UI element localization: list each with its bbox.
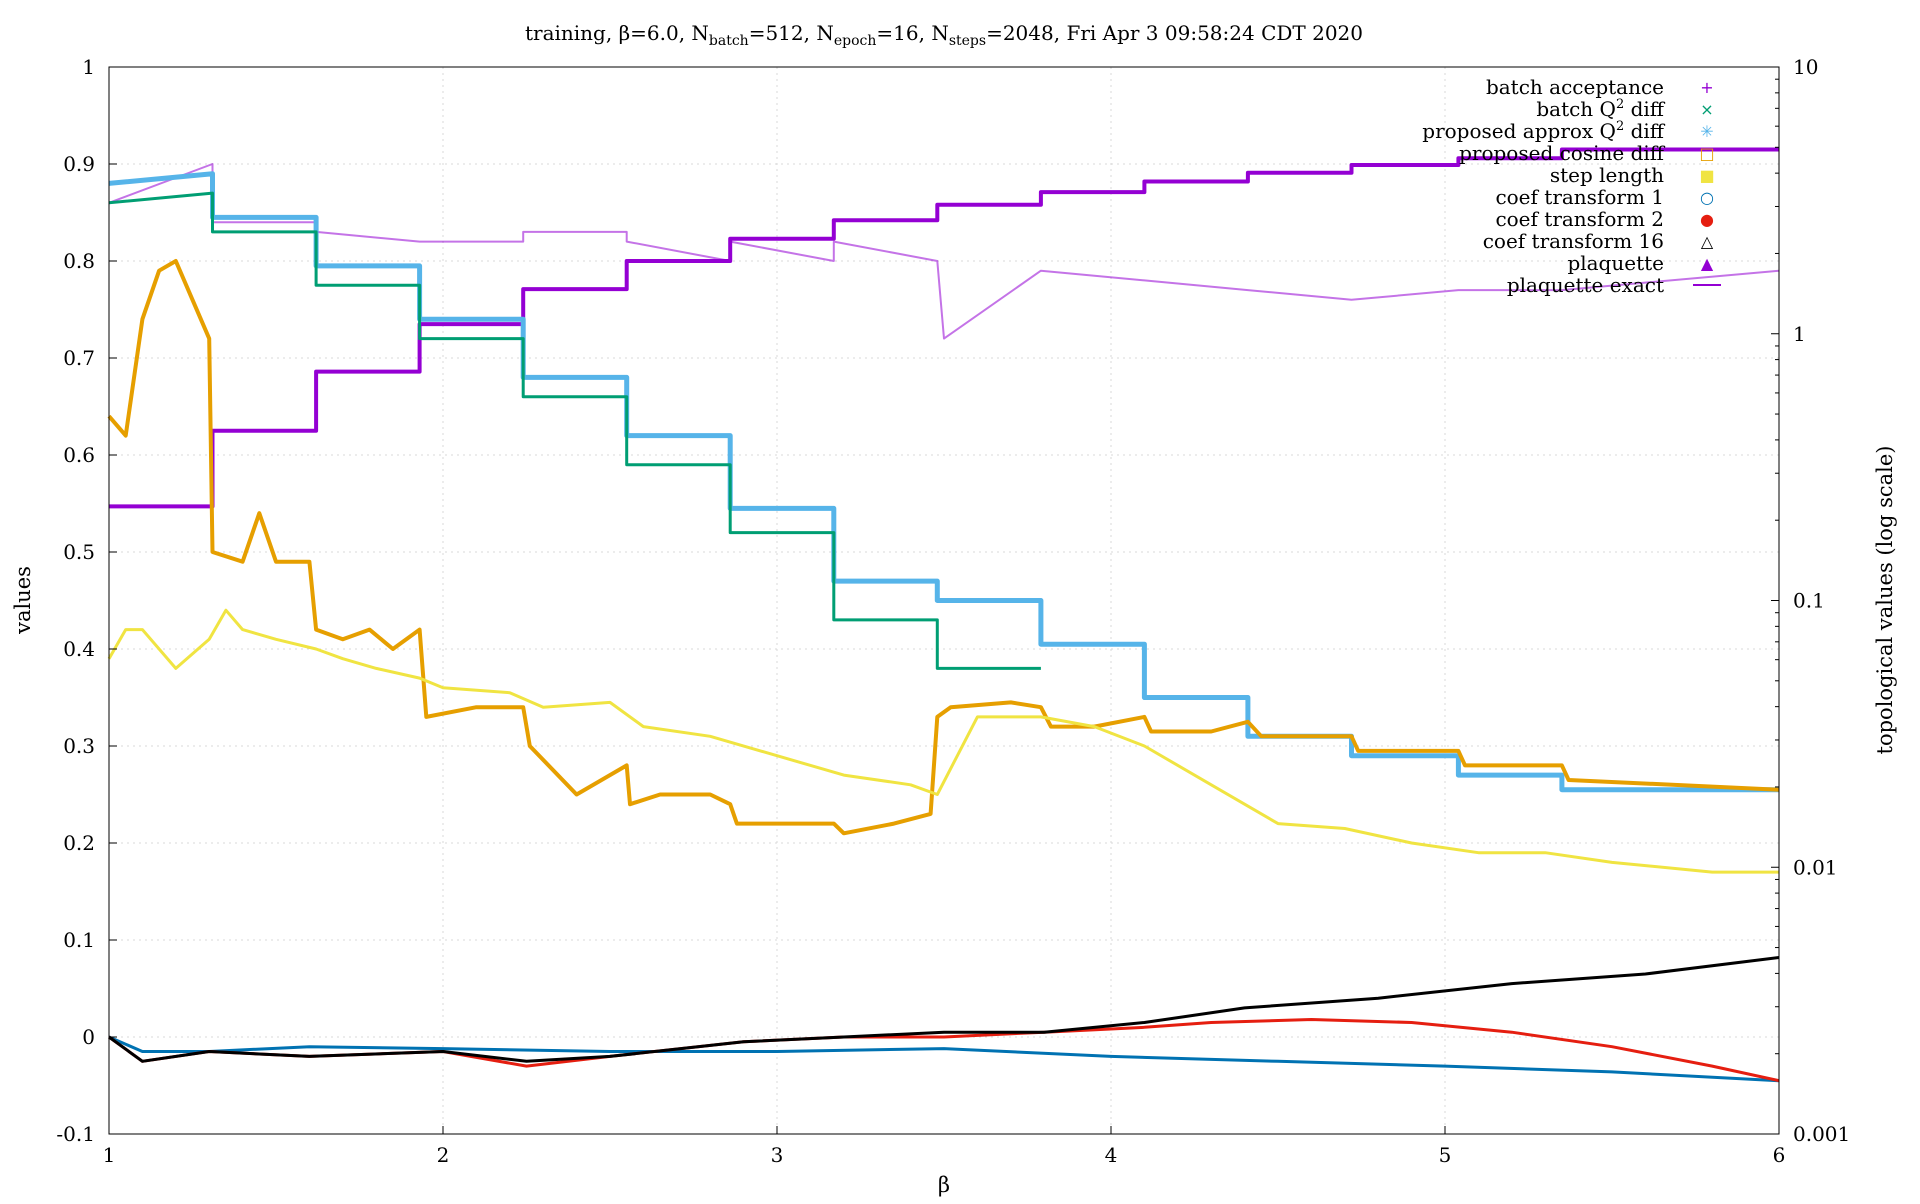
legend-label-batch-q2-diff: batch Q2 diff bbox=[1536, 97, 1665, 121]
x-tick-label: 6 bbox=[1773, 1143, 1786, 1167]
title-steps-val: =2048, Fri Apr 3 09:58:24 CDT 2020 bbox=[986, 21, 1363, 45]
y-tick-label: 0 bbox=[82, 1025, 95, 1049]
legend: batch acceptance + batch Q2 diff × proposed … bbox=[1422, 75, 1721, 297]
legend-marker-batch-q2-diff: × bbox=[1700, 100, 1713, 119]
legend-marker-batch-acceptance: + bbox=[1700, 78, 1713, 97]
legend-label-end: diff bbox=[1624, 119, 1666, 143]
legend-marker-plaquette: ▲ bbox=[1701, 254, 1714, 273]
legend-marker-coef-transform-1: ○ bbox=[1700, 188, 1714, 207]
y2-tick-label: 0.001 bbox=[1793, 1122, 1850, 1146]
title-batch-val: =512, N bbox=[749, 21, 834, 45]
x-tick-label: 2 bbox=[437, 1143, 450, 1167]
series-batch-q2-diff bbox=[108, 191, 1041, 670]
y-tick-label: 0.6 bbox=[63, 443, 95, 467]
series-proposed-approx-q2-diff bbox=[108, 171, 1779, 793]
legend-marker-coef-transform-16: △ bbox=[1701, 232, 1714, 251]
legend-label-coef-transform-16: coef transform 16 bbox=[1483, 229, 1664, 253]
y-tick-label: 0.5 bbox=[63, 540, 95, 564]
x-axis-title: β bbox=[938, 1173, 950, 1197]
legend-label-main: proposed approx Q bbox=[1422, 119, 1616, 143]
y-tick-label: 0.9 bbox=[63, 152, 95, 176]
y2-tick-label: 0.01 bbox=[1793, 855, 1838, 879]
y-tick-label: 0.2 bbox=[63, 831, 95, 855]
y-axis-title: values bbox=[11, 566, 35, 635]
series-plaquette-exact bbox=[109, 147, 1779, 509]
legend-label-plaquette: plaquette bbox=[1567, 251, 1664, 275]
legend-label-main: batch Q bbox=[1536, 97, 1616, 121]
y-tick-label: 0.1 bbox=[63, 928, 95, 952]
title-epoch-val: =16, N bbox=[876, 21, 948, 45]
legend-marker-step-length: ■ bbox=[1699, 166, 1714, 185]
legend-label-proposed-approx-q2-diff: proposed approx Q2 diff bbox=[1422, 119, 1666, 143]
x-tick-label: 4 bbox=[1105, 1143, 1118, 1167]
y2-axis-title: topological values (log scale) bbox=[1873, 446, 1897, 755]
chart-title: training, β=6.0, Nbatch=512, Nepoch=16, … bbox=[525, 21, 1363, 49]
legend-label-coef-transform-1: coef transform 1 bbox=[1495, 185, 1664, 209]
series-coef-transform-16 bbox=[108, 956, 1780, 1063]
legend-marker-proposed-approx-q2-diff: ✳ bbox=[1700, 122, 1713, 141]
legend-label-plaquette-exact: plaquette exact bbox=[1507, 273, 1664, 297]
y2-tick-label: 0.1 bbox=[1793, 589, 1825, 613]
legend-label-proposed-cosine-diff: proposed cosine diff bbox=[1459, 141, 1666, 165]
title-steps-sub: steps bbox=[949, 33, 986, 49]
legend-label-coef-transform-2: coef transform 2 bbox=[1495, 207, 1664, 231]
legend-label-sup: 2 bbox=[1616, 97, 1624, 112]
series-proposed-cosine-diff bbox=[107, 259, 1780, 836]
legend-label-batch-acceptance: batch acceptance bbox=[1486, 75, 1664, 99]
y-tick-label: 0.3 bbox=[63, 734, 95, 758]
series-group bbox=[107, 147, 1780, 1083]
title-prefix: training, β=6.0, N bbox=[525, 21, 709, 45]
title-epoch-sub: epoch bbox=[834, 33, 877, 49]
y-tick-label: 0.8 bbox=[63, 249, 95, 273]
legend-marker-coef-transform-2: ● bbox=[1700, 210, 1714, 229]
title-batch-sub: batch bbox=[709, 33, 749, 49]
y-tick-label: -0.1 bbox=[56, 1122, 95, 1146]
x-tick-label: 3 bbox=[771, 1143, 784, 1167]
y-tick-label: 0.7 bbox=[63, 346, 95, 370]
x-tick-label: 5 bbox=[1439, 1143, 1452, 1167]
ticks: 1 2 3 4 5 6-0.100.10.20.30.40.50.60.70.80.910… bbox=[56, 55, 1850, 1167]
y2-tick-label: 10 bbox=[1793, 55, 1818, 79]
series-step-length bbox=[107, 608, 1779, 874]
legend-label-step-length: step length bbox=[1550, 163, 1664, 187]
legend-marker-proposed-cosine-diff: □ bbox=[1699, 144, 1714, 163]
x-tick-label: 1 bbox=[103, 1143, 116, 1167]
y-tick-label: 0.4 bbox=[63, 637, 95, 661]
legend-label-end: diff bbox=[1624, 97, 1666, 121]
legend-label-sup: 2 bbox=[1616, 119, 1624, 134]
y2-tick-label: 1 bbox=[1793, 322, 1806, 346]
y-tick-label: 1 bbox=[82, 55, 95, 79]
